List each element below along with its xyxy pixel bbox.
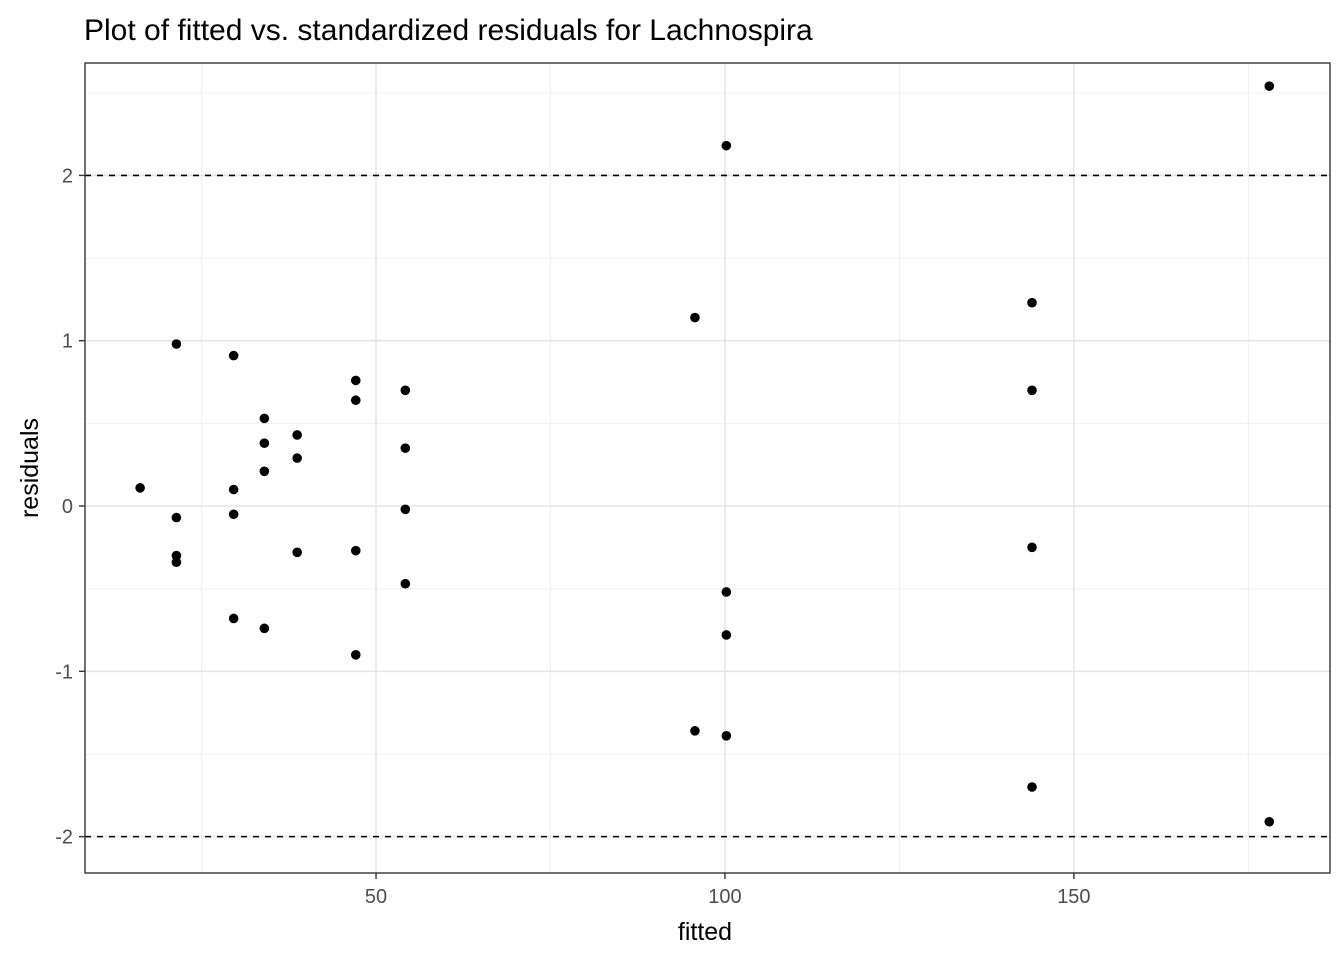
data-point xyxy=(171,512,182,523)
data-point xyxy=(350,395,361,406)
y-tick-label: -1 xyxy=(55,661,73,683)
data-point xyxy=(1264,81,1275,91)
data-point xyxy=(1027,297,1037,308)
data-point xyxy=(350,375,361,386)
data-point xyxy=(400,578,411,589)
data-point xyxy=(721,140,732,151)
data-point xyxy=(292,453,302,463)
data-points xyxy=(135,81,1275,827)
data-point xyxy=(721,730,732,741)
data-point xyxy=(259,623,270,634)
y-tick-label: 0 xyxy=(62,496,73,518)
data-point xyxy=(1027,542,1037,553)
data-point xyxy=(1027,782,1037,792)
y-tick-label: -2 xyxy=(55,827,73,849)
data-point xyxy=(228,484,239,495)
data-point xyxy=(259,413,270,424)
x-axis-ticks: 50 100 150 xyxy=(365,873,1091,908)
y-axis-ticks: -2 -1 0 1 2 xyxy=(55,165,85,849)
data-point xyxy=(400,385,411,396)
y-tick-label: 2 xyxy=(62,165,73,187)
data-point xyxy=(1027,385,1037,396)
data-point xyxy=(350,545,361,556)
data-point xyxy=(721,587,732,597)
data-point xyxy=(292,430,302,440)
data-point xyxy=(690,726,700,736)
plot-panel-border xyxy=(84,62,1331,874)
data-point xyxy=(171,550,182,561)
data-point xyxy=(171,339,182,349)
x-tick-label: 100 xyxy=(708,886,741,908)
data-point xyxy=(135,483,145,493)
data-point xyxy=(171,557,182,568)
x-axis-title: fitted xyxy=(678,918,732,946)
y-axis-title: residuals xyxy=(16,418,44,518)
data-point xyxy=(259,466,270,477)
data-point xyxy=(400,504,411,515)
data-point xyxy=(721,630,732,640)
grid-minor xyxy=(85,63,1330,873)
chart-title: Plot of fitted vs. standardized residual… xyxy=(84,14,813,47)
data-point xyxy=(228,509,239,520)
reference-lines xyxy=(85,174,1330,838)
data-point xyxy=(690,312,700,323)
data-point xyxy=(350,649,361,660)
x-tick-label: 150 xyxy=(1057,886,1090,908)
x-tick-label: 50 xyxy=(365,886,387,908)
data-point xyxy=(228,350,239,361)
data-point xyxy=(400,443,411,453)
y-tick-label: 1 xyxy=(62,331,73,353)
data-point xyxy=(1264,816,1275,827)
data-point xyxy=(228,613,239,624)
data-point xyxy=(292,547,302,558)
plot-panel-background xyxy=(85,63,1330,873)
data-point xyxy=(259,438,270,449)
